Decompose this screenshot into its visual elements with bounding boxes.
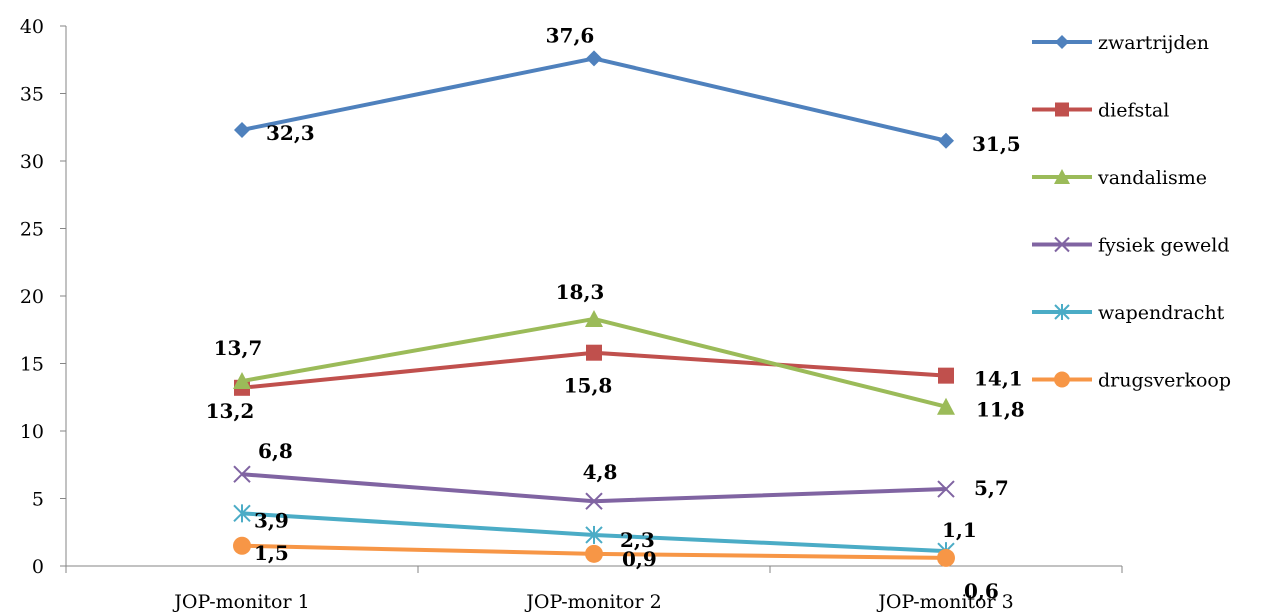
diamond-icon xyxy=(1055,35,1069,49)
y-tick-label: 25 xyxy=(20,219,44,241)
y-tick-label: 30 xyxy=(20,151,44,173)
circle-icon xyxy=(937,548,955,567)
axes: 0 5 10 15 20 25 30 35 40 JOP-monitor 1 JOP-monitor… xyxy=(20,16,1123,612)
data-label: 13,7 xyxy=(214,336,263,360)
data-label: 4,8 xyxy=(583,460,618,484)
legend-label: diefstal xyxy=(1098,100,1169,122)
x-tick-label: JOP-monitor 1 xyxy=(172,591,309,612)
y-tick-label: 0 xyxy=(32,556,44,578)
legend-item-wapendracht: wapendracht xyxy=(1032,302,1225,324)
data-label: 6,8 xyxy=(258,439,293,463)
series-drugsverkoop xyxy=(233,536,955,567)
data-label: 0,6 xyxy=(964,579,999,603)
triangle-icon xyxy=(585,309,603,327)
legend-label: fysiek geweld xyxy=(1098,235,1230,257)
square-icon xyxy=(586,344,602,361)
data-label-layer: 32,3 37,6 31,5 13,2 15,8 14,1 13,7 18,3 11,8 6,8 4… xyxy=(206,23,1025,603)
diamond-icon xyxy=(586,50,602,67)
data-label: 5,7 xyxy=(974,476,1009,500)
legend-item-fysiek-geweld: fysiek geweld xyxy=(1032,235,1230,257)
asterisk-icon xyxy=(1054,304,1070,320)
series-layer xyxy=(233,50,955,567)
legend-item-drugsverkoop: drugsverkoop xyxy=(1032,370,1231,392)
square-icon xyxy=(1055,102,1069,117)
data-label: 13,2 xyxy=(206,399,255,423)
y-tick-label: 15 xyxy=(20,354,44,376)
x-stroke xyxy=(233,465,251,483)
data-label: 1,5 xyxy=(254,541,289,565)
series-zwartrijden xyxy=(234,50,954,149)
data-label: 3,9 xyxy=(254,508,289,532)
x-tick-label: JOP-monitor 3 xyxy=(876,591,1013,612)
legend-label: zwartrijden xyxy=(1098,32,1209,54)
circle-icon xyxy=(233,536,251,555)
diamond-icon xyxy=(938,132,954,149)
y-tick-label: 40 xyxy=(20,16,44,38)
series-vandalisme xyxy=(233,309,955,415)
data-label: 32,3 xyxy=(266,121,315,145)
legend-item-diefstal: diefstal xyxy=(1032,100,1169,122)
y-tick-label: 35 xyxy=(20,84,44,106)
x-icon xyxy=(585,492,603,510)
legend-label: vandalisme xyxy=(1097,167,1207,189)
data-label: 0,9 xyxy=(622,547,657,571)
data-label: 1,1 xyxy=(942,518,977,542)
x-icon xyxy=(1054,236,1070,253)
triangle-icon xyxy=(937,397,955,415)
x-stroke xyxy=(937,480,955,498)
legend-label: wapendracht xyxy=(1098,302,1225,324)
diamond-icon xyxy=(234,121,250,138)
x-stroke xyxy=(585,492,603,510)
data-label: 15,8 xyxy=(564,374,613,398)
data-label: 14,1 xyxy=(974,367,1023,391)
y-tick-label: 5 xyxy=(32,489,44,511)
asterisk-icon xyxy=(233,504,251,523)
triangle-icon xyxy=(233,372,251,390)
data-label: 37,6 xyxy=(546,23,595,47)
data-label: 31,5 xyxy=(972,132,1021,156)
data-label: 2,3 xyxy=(620,528,655,552)
legend-label: drugsverkoop xyxy=(1098,370,1231,392)
x-icon xyxy=(937,480,955,498)
triangle-icon xyxy=(1054,169,1070,184)
x-stroke xyxy=(1054,236,1070,253)
circle-icon xyxy=(585,544,603,563)
data-label: 18,3 xyxy=(556,280,605,304)
circle-icon xyxy=(1054,371,1070,388)
asterisk-icon xyxy=(585,525,603,544)
y-tick-label: 20 xyxy=(20,286,44,308)
y-tick-label: 10 xyxy=(20,421,44,443)
x-tick-label: JOP-monitor 2 xyxy=(524,591,661,612)
series-fysiek-geweld xyxy=(233,465,955,510)
series-line xyxy=(241,56,947,143)
data-label: 11,8 xyxy=(976,398,1025,422)
legend: zwartrijden diefstal vandalisme fysiek gewe… xyxy=(1032,32,1231,392)
square-icon xyxy=(938,367,954,384)
legend-item-zwartrijden: zwartrijden xyxy=(1032,32,1209,54)
x-icon xyxy=(233,465,251,483)
legend-item-vandalisme: vandalisme xyxy=(1032,167,1207,189)
